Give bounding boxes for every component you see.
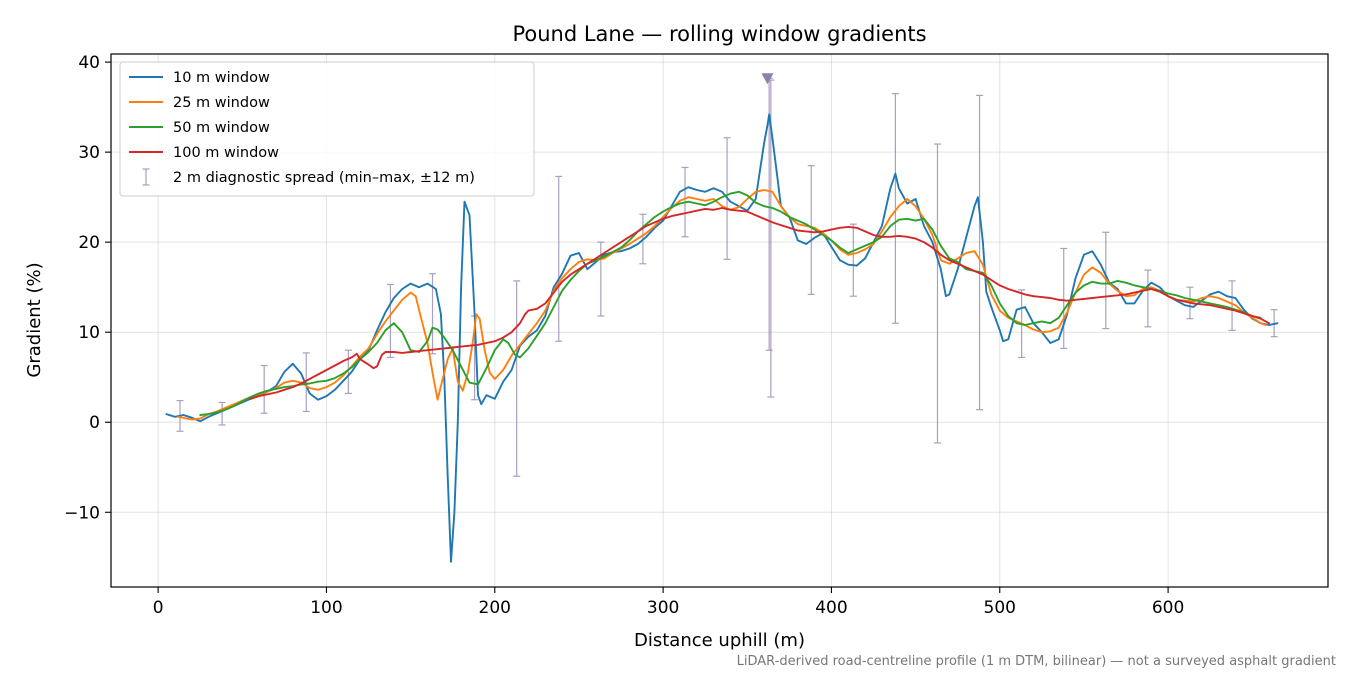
errorbar [891, 93, 899, 324]
y-tick-label: 10 [78, 323, 100, 343]
y-axis-title: Gradient (%) [24, 262, 45, 377]
y-tick-label: 0 [89, 413, 100, 433]
footnote: LiDAR-derived road-centreline profile (1… [737, 654, 1336, 669]
legend-label: 2 m diagnostic spread (min–max, ±12 m) [173, 170, 475, 186]
legend-box [119, 61, 535, 197]
peak-marker [761, 73, 774, 85]
legend-label: 100 m window [173, 145, 279, 161]
series-line-50-m-window [199, 190, 1262, 416]
legend-errorbar-swatch [142, 168, 150, 186]
x-tick-label: 200 [479, 598, 511, 618]
x-tick-label: 400 [815, 598, 847, 618]
legend: 10 m window 25 m window 50 m window 100 m w… [119, 61, 535, 197]
plot-frame [110, 53, 1329, 588]
legend-label: 50 m window [173, 120, 270, 136]
errorbar [1228, 280, 1236, 332]
errorbar [344, 349, 352, 395]
errorbar [933, 143, 941, 444]
series-line-25-m-window [177, 189, 1267, 421]
errorbar [555, 175, 563, 342]
y-tick-label: 20 [78, 233, 100, 253]
x-tick-label: 300 [647, 598, 679, 618]
x-axis-title: Distance uphill (m) [634, 630, 805, 651]
x-tick-label: 100 [310, 598, 342, 618]
errorbar [218, 401, 226, 426]
y-tick-label: −10 [64, 503, 100, 523]
errorbar [302, 352, 310, 413]
series-line-100-m-window [249, 207, 1271, 400]
legend-label: 25 m window [173, 95, 270, 111]
errorbar [807, 165, 815, 295]
errorbar [513, 280, 521, 477]
errorbar [976, 94, 984, 411]
errorbar [849, 223, 857, 297]
legend-label: 10 m window [173, 70, 270, 86]
x-tick-label: 500 [984, 598, 1016, 618]
errorbar [260, 364, 268, 414]
x-tick-label: 0 [153, 598, 164, 618]
chart-title: Pound Lane — rolling window gradients [512, 22, 926, 46]
y-tick-label: 30 [78, 143, 100, 163]
series-layer [165, 113, 1279, 563]
errorbar [1144, 269, 1152, 328]
marker-layer [761, 73, 774, 85]
errorbar [1060, 247, 1068, 350]
axis-ticks: 0 100 200 300 400 500 600 −10 0 10 20 30 40 [64, 53, 1184, 618]
y-tick-label: 40 [78, 53, 100, 73]
x-tick-label: 600 [1152, 598, 1184, 618]
errorbar [386, 283, 394, 359]
